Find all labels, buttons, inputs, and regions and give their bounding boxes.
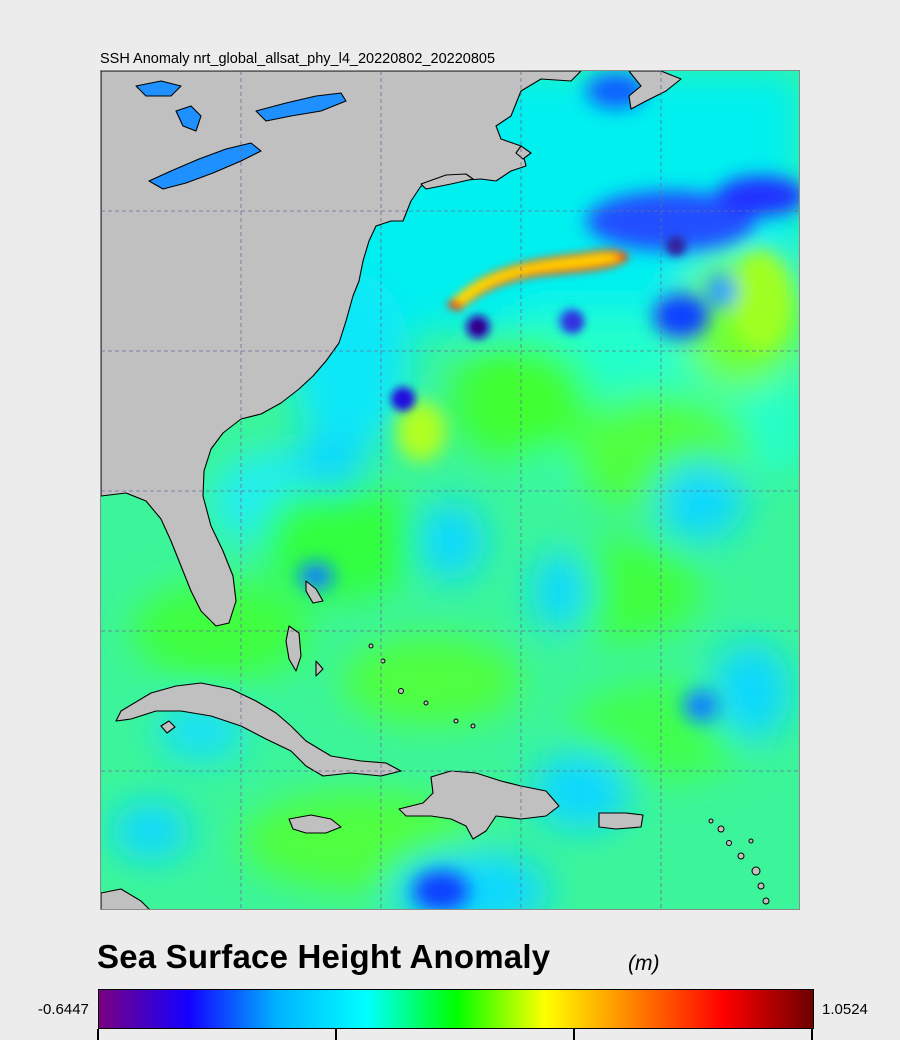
map-gridlines [101,71,799,909]
colorbar-max-label: 1.0524 [822,1001,868,1018]
legend-unit: (m) [628,952,660,975]
colorbar-tick [573,1029,575,1040]
ssh-map-svg [101,71,799,909]
colorbar-tick [335,1029,337,1040]
colorbar-tick [97,1029,99,1040]
colorbar-min-label: -0.6447 [38,1001,89,1018]
map-title: SSH Anomaly nrt_global_allsat_phy_l4_202… [100,51,496,67]
colorbar-tick [811,1029,813,1040]
legend-title: Sea Surface Height Anomaly [97,938,551,975]
lesser-antilles [368,643,770,905]
land-masses [101,71,682,909]
ssh-anomaly-map[interactable] [100,70,800,910]
colorbar [98,989,814,1029]
